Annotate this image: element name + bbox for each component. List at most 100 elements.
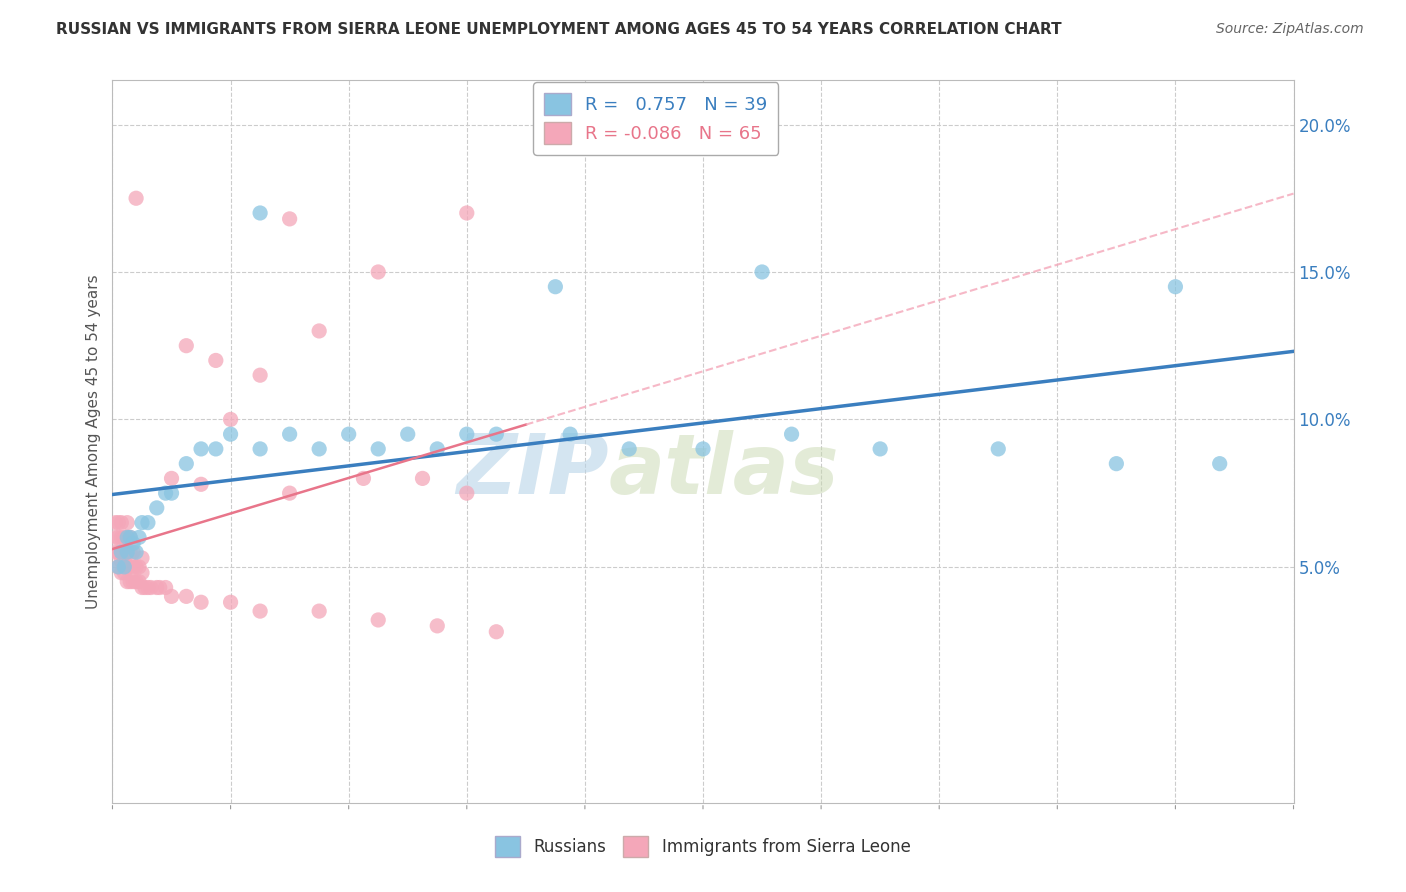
Point xyxy=(190,595,212,609)
Point xyxy=(411,471,433,485)
Point xyxy=(367,265,389,279)
Point xyxy=(122,574,145,589)
Point xyxy=(131,566,153,580)
Point xyxy=(110,554,132,568)
Point xyxy=(174,457,197,471)
Point xyxy=(125,560,148,574)
Point xyxy=(122,545,145,559)
Point xyxy=(308,604,330,618)
Point xyxy=(249,604,271,618)
Point xyxy=(205,353,228,368)
Point xyxy=(104,530,127,544)
Y-axis label: Unemployment Among Ages 45 to 54 years: Unemployment Among Ages 45 to 54 years xyxy=(86,274,101,609)
Point xyxy=(485,624,508,639)
Point xyxy=(104,545,127,559)
Point xyxy=(120,574,142,589)
Point xyxy=(456,486,478,500)
Point xyxy=(122,560,145,574)
Point xyxy=(107,560,129,574)
Point xyxy=(117,530,138,544)
Point xyxy=(1105,457,1128,471)
Point xyxy=(456,206,478,220)
Point xyxy=(107,560,129,574)
Point xyxy=(174,590,197,604)
Point xyxy=(128,560,150,574)
Point xyxy=(110,545,132,559)
Point xyxy=(125,574,148,589)
Point xyxy=(558,427,582,442)
Point xyxy=(308,324,330,338)
Point xyxy=(134,581,156,595)
Point xyxy=(139,581,162,595)
Point xyxy=(104,516,127,530)
Point xyxy=(544,279,567,293)
Point xyxy=(117,530,138,544)
Point xyxy=(110,545,132,559)
Point xyxy=(160,471,183,485)
Point xyxy=(110,516,132,530)
Point xyxy=(456,427,478,442)
Point xyxy=(485,427,508,442)
Point xyxy=(131,516,153,530)
Point xyxy=(367,613,389,627)
Point xyxy=(352,471,374,485)
Point xyxy=(278,427,301,442)
Point xyxy=(107,545,129,559)
Point xyxy=(120,560,142,574)
Point xyxy=(117,574,138,589)
Point xyxy=(125,191,148,205)
Point xyxy=(426,442,449,456)
Point xyxy=(136,581,159,595)
Point xyxy=(249,206,271,220)
Point xyxy=(780,427,803,442)
Point xyxy=(120,545,142,559)
Point xyxy=(160,590,183,604)
Point xyxy=(219,427,242,442)
Point xyxy=(128,530,150,544)
Point xyxy=(131,551,153,566)
Point xyxy=(308,442,330,456)
Point xyxy=(1208,457,1232,471)
Point xyxy=(117,545,138,559)
Point xyxy=(112,545,135,559)
Point xyxy=(174,339,197,353)
Point xyxy=(367,442,389,456)
Point xyxy=(128,574,150,589)
Point xyxy=(249,442,271,456)
Point xyxy=(190,477,212,491)
Point xyxy=(249,368,271,383)
Text: atlas: atlas xyxy=(609,430,839,511)
Point xyxy=(131,581,153,595)
Point xyxy=(190,442,212,456)
Point xyxy=(205,442,228,456)
Point xyxy=(751,265,773,279)
Point xyxy=(122,536,145,550)
Point xyxy=(136,516,159,530)
Point xyxy=(117,545,138,559)
Point xyxy=(1164,279,1187,293)
Point xyxy=(120,530,142,544)
Point xyxy=(337,427,360,442)
Point xyxy=(146,500,169,515)
Point xyxy=(278,211,301,226)
Point xyxy=(149,581,172,595)
Point xyxy=(110,566,132,580)
Point xyxy=(112,566,135,580)
Point xyxy=(692,442,714,456)
Point xyxy=(219,595,242,609)
Point xyxy=(155,486,177,500)
Point xyxy=(112,530,135,544)
Point xyxy=(396,427,419,442)
Text: Source: ZipAtlas.com: Source: ZipAtlas.com xyxy=(1216,22,1364,37)
Point xyxy=(107,530,129,544)
Text: RUSSIAN VS IMMIGRANTS FROM SIERRA LEONE UNEMPLOYMENT AMONG AGES 45 TO 54 YEARS C: RUSSIAN VS IMMIGRANTS FROM SIERRA LEONE … xyxy=(56,22,1062,37)
Point xyxy=(117,560,138,574)
Legend: Russians, Immigrants from Sierra Leone: Russians, Immigrants from Sierra Leone xyxy=(485,826,921,867)
Point xyxy=(869,442,891,456)
Point xyxy=(146,581,169,595)
Point xyxy=(160,486,183,500)
Point xyxy=(110,530,132,544)
Point xyxy=(112,554,135,568)
Point xyxy=(426,619,449,633)
Point xyxy=(619,442,641,456)
